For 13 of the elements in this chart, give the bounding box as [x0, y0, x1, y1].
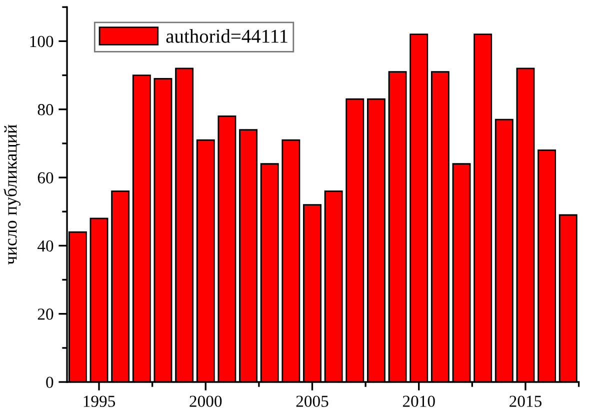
- y-axis-title: число публикаций: [4, 124, 20, 265]
- x-tick-label: 2010: [402, 396, 435, 407]
- y-tick-label: 80: [38, 104, 54, 116]
- y-tick-label: 40: [37, 240, 54, 252]
- x-tick-label: 1995: [84, 396, 116, 407]
- y-tick-label: 20: [38, 308, 54, 320]
- x-tick-label: 2015: [510, 396, 542, 407]
- y-tick-label: 60: [38, 172, 54, 184]
- y-tick-label: 0: [46, 376, 54, 388]
- y-tick-label: 100: [30, 36, 54, 48]
- x-tick-label: 2000: [190, 396, 222, 407]
- x-tick-label: 2005: [296, 396, 328, 407]
- legend-label: authorid=44111: [166, 29, 288, 43]
